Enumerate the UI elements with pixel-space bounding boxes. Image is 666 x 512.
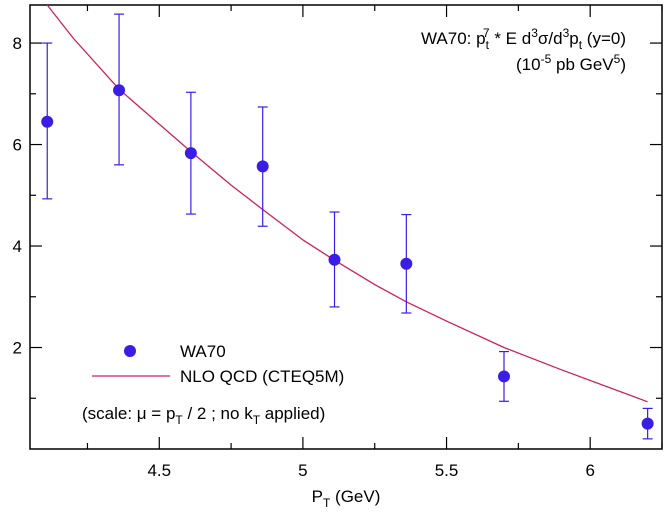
plot-frame: [29, 4, 663, 450]
data-point-wa70: [184, 91, 197, 215]
data-marker: [113, 84, 126, 97]
data-marker: [328, 253, 341, 266]
y-tick-label: 8: [13, 34, 22, 53]
nlo-qcd-curve: [46, 4, 648, 403]
data-point-wa70: [41, 42, 54, 200]
x-tick-label: 5.5: [435, 461, 459, 480]
chart-title-line1: WA70: pt7 * E d3σ/d3pt (y=0): [421, 26, 626, 52]
data-marker: [256, 160, 269, 173]
x-tick-label: 4.5: [147, 461, 171, 480]
chart-title-line2: (10-5 pb GeV5): [516, 52, 626, 74]
data-point-wa70: [498, 350, 510, 402]
data-marker: [400, 257, 413, 270]
legend-label-nlo: NLO QCD (CTEQ5M): [180, 367, 344, 386]
tick-labels: 4.5 5 5.5 6 2 4 6 8: [13, 34, 595, 480]
data-marker: [641, 417, 654, 430]
y-tick-label: 2: [13, 339, 22, 358]
data-point-wa70: [256, 106, 269, 227]
data-point-wa70: [328, 211, 341, 308]
data-marker: [41, 115, 54, 128]
x-axis-label: PT (GeV): [312, 487, 381, 510]
data-point-wa70: [641, 407, 654, 440]
y-tick-label: 4: [13, 237, 22, 256]
data-marker: [184, 147, 197, 160]
data-point-wa70: [113, 13, 126, 166]
x-tick-label: 5: [298, 461, 307, 480]
scale-annotation: (scale: μ = pT / 2 ; no kT applied): [82, 404, 325, 427]
data-point-wa70: [400, 213, 413, 314]
axis-ticks: [30, 5, 663, 449]
points-layer: [41, 13, 654, 440]
legend-label-wa70: WA70: [180, 342, 226, 361]
legend-marker-wa70: [124, 345, 136, 357]
curve-layer: [46, 4, 648, 403]
x-tick-label: 6: [585, 461, 594, 480]
data-marker: [498, 370, 510, 383]
y-tick-label: 6: [13, 136, 22, 155]
